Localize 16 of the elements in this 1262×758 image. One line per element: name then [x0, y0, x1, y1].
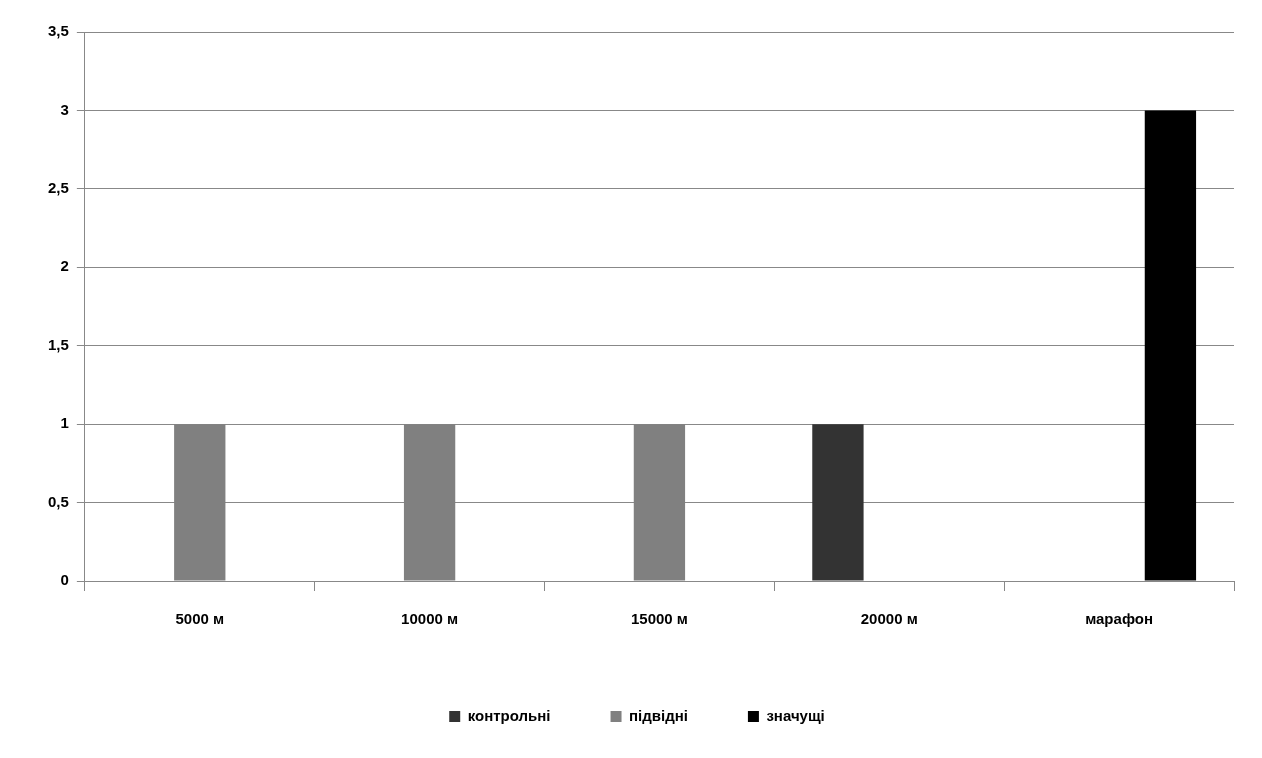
y-tick-label: 2 — [60, 257, 69, 275]
x-tick-label: 5000 м — [175, 610, 225, 628]
y-tick-label: 0 — [60, 571, 69, 589]
legend-label: значущі — [766, 706, 825, 724]
x-tick-label: 10000 м — [401, 610, 459, 628]
legend-label: контрольні — [467, 706, 551, 724]
y-tick-label: 0,5 — [47, 492, 69, 510]
y-tick-label: 2,5 — [47, 179, 69, 196]
x-tick-label: 15000 м — [630, 610, 688, 628]
y-tick-label: 1 — [60, 414, 69, 432]
x-tick-label: марафон — [1085, 610, 1154, 628]
y-tick-label: 3,5 — [47, 22, 69, 40]
legend-label: підвідні — [629, 706, 688, 724]
y-tick-label: 1,5 — [47, 335, 69, 353]
y-tick-label: 3 — [60, 100, 69, 118]
x-tick-label: 20000 м — [860, 610, 918, 628]
